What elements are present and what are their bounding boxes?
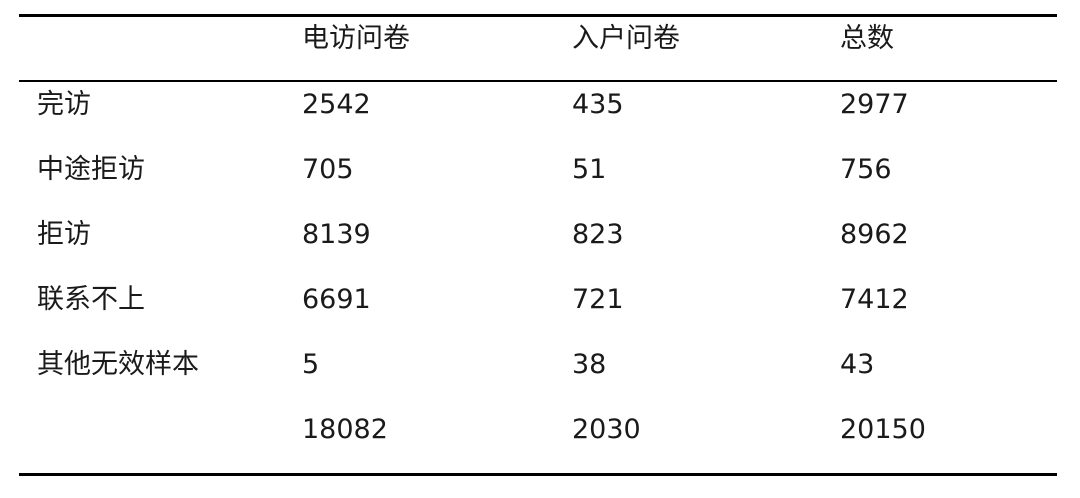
row-label: 拒访 [37,219,91,250]
row-label: 联系不上 [37,284,145,315]
table-cell: 435 [572,89,624,120]
table-cell: 38 [572,349,607,380]
column-header: 电访问卷 [302,23,410,54]
column-header: 入户问卷 [572,23,680,54]
row-label: 中途拒访 [37,154,145,185]
table-cell: 51 [572,154,607,185]
table-cell: 2030 [572,414,641,445]
table-cell: 2977 [840,89,909,120]
row-label: 其他无效样本 [37,349,199,380]
table-cell: 43 [840,349,875,380]
table-cell: 7412 [840,284,909,315]
top-rule [19,14,1057,17]
table-cell: 721 [572,284,624,315]
table-cell: 5 [302,349,320,380]
table-cell: 8962 [840,219,909,250]
table-cell: 2542 [302,89,371,120]
column-header: 总数 [840,23,894,54]
table-cell: 756 [840,154,892,185]
table-cell: 823 [572,219,624,250]
table-cell: 18082 [302,414,388,445]
table-cell: 20150 [840,414,926,445]
table-cell: 705 [302,154,354,185]
bottom-rule [19,473,1057,476]
table-cell: 8139 [302,219,371,250]
row-label: 完访 [37,89,91,120]
table-cell: 6691 [302,284,371,315]
header-rule [19,80,1057,82]
